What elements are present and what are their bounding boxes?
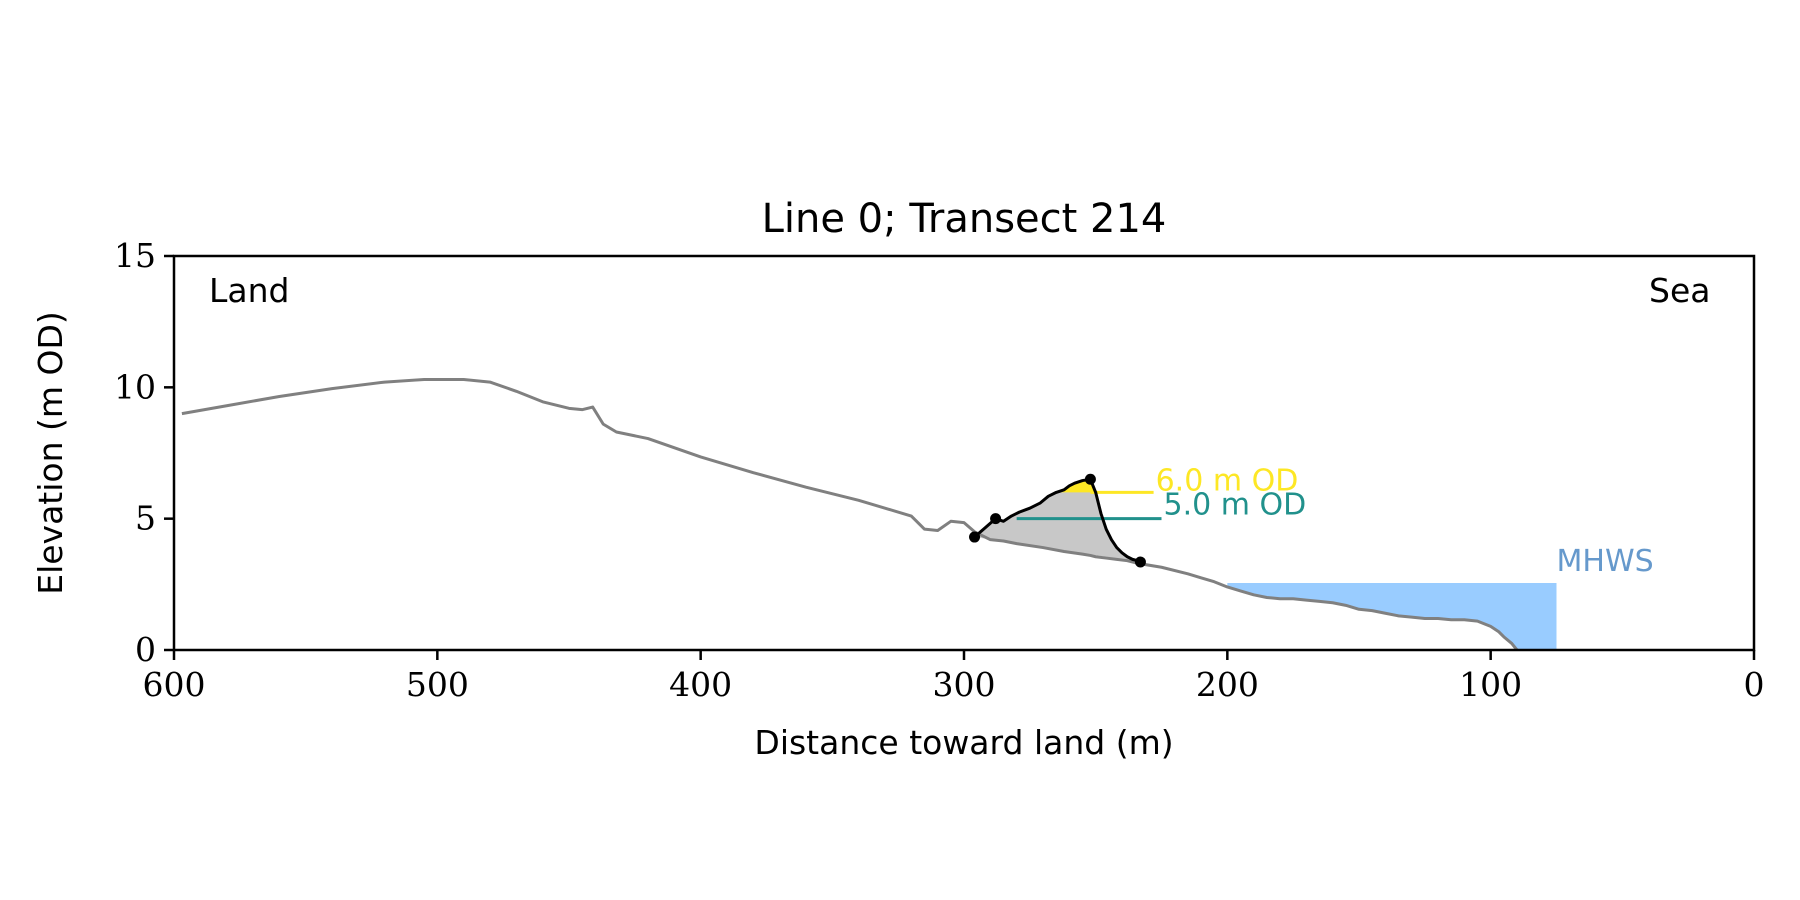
line-layer — [181, 377, 1519, 651]
y-tick-label: 5 — [135, 499, 156, 538]
x-tick-label: 600 — [143, 665, 206, 704]
y-tick-label: 15 — [114, 236, 156, 275]
axis-ticks: 600 500 400 300 200 100 0 0 5 10 15 — [114, 236, 1765, 704]
y-tick-label: 0 — [135, 630, 156, 669]
x-axis-label: Distance toward land (m) — [754, 723, 1173, 762]
dune-point — [990, 513, 1002, 525]
dune-point — [1134, 556, 1146, 568]
x-tick-label: 200 — [1196, 665, 1259, 704]
y-tick-label: 10 — [114, 367, 156, 406]
dune-point — [969, 531, 981, 543]
x-tick-label: 400 — [669, 665, 732, 704]
mhws-label: MHWS — [1557, 544, 1654, 579]
x-tick-label: 500 — [406, 665, 469, 704]
x-tick-label: 100 — [1459, 665, 1522, 704]
x-tick-label: 0 — [1744, 665, 1765, 704]
lower-level-label: 5.0 m OD — [1164, 488, 1307, 523]
dune-crest-line — [973, 477, 1142, 564]
chart-title: Line 0; Transect 214 — [762, 196, 1167, 242]
x-tick-label: 300 — [933, 665, 996, 704]
profile-line — [181, 377, 1519, 651]
dune-point — [1084, 473, 1096, 485]
sea-corner-label: Sea — [1649, 271, 1710, 310]
land-corner-label: Land — [209, 271, 289, 310]
upper-level-label: 6.0 m OD — [1156, 463, 1299, 498]
dune-volume-fill — [974, 479, 1141, 563]
y-axis-label: Elevation (m OD) — [31, 311, 70, 595]
